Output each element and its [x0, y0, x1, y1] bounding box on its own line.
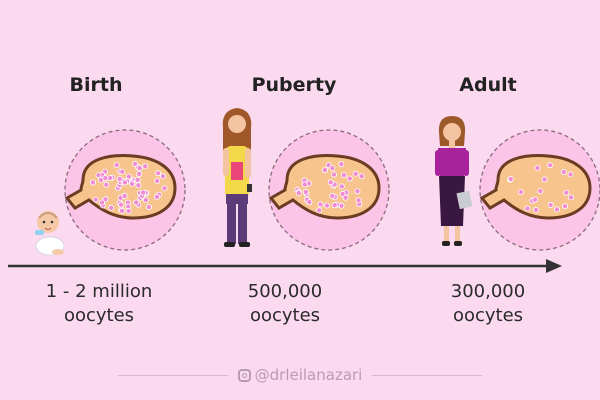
follicle-dot	[95, 172, 102, 179]
follicle-dot	[321, 167, 328, 174]
follicle-dot	[119, 207, 125, 214]
follicle-dot	[338, 161, 345, 168]
follicle-dot	[142, 163, 149, 170]
follicle-dot	[329, 193, 336, 199]
follicle-dot	[346, 175, 353, 182]
count-unit: oocytes	[452, 305, 524, 326]
follicle-dot	[103, 181, 110, 188]
follicle-dot	[340, 172, 347, 179]
follicle-dot	[316, 207, 323, 214]
follicle-dot	[355, 197, 362, 204]
follicle-dot	[537, 188, 544, 195]
follicle-dot	[507, 176, 514, 183]
follicle-dot	[517, 189, 524, 196]
baby-figure	[35, 211, 65, 256]
follicle-dot	[116, 175, 123, 182]
follicle-dot	[136, 165, 143, 172]
follicle-dot	[122, 179, 128, 186]
ovary-adult	[479, 154, 592, 220]
count-value: 300,000	[450, 281, 526, 302]
count-value: 500,000	[247, 281, 323, 302]
ovary-body	[268, 154, 381, 220]
follicle-dot	[358, 173, 365, 180]
count-value: 1 - 2 million	[45, 281, 153, 302]
follicle-dot	[154, 177, 161, 184]
adult-woman-figure	[435, 116, 473, 246]
follicle-dot	[113, 162, 120, 169]
follicle-dot	[302, 188, 309, 195]
follicle-dot	[145, 203, 152, 210]
follicle-dot	[121, 192, 128, 199]
follicle-dot	[306, 199, 313, 206]
follicle-dot	[108, 204, 115, 211]
count-unit: oocytes	[63, 305, 135, 326]
follicle-dot	[139, 189, 146, 196]
follicle-dot	[317, 201, 324, 208]
timeline-arrowhead	[546, 259, 562, 273]
follicle-dot	[134, 176, 141, 183]
follicle-dot	[92, 196, 99, 203]
follicle-dot	[532, 196, 539, 203]
oocyte-count-puberty: 500,000 oocytes	[195, 280, 375, 328]
follicle-dot	[295, 189, 302, 196]
stage-title-birth: Birth	[69, 74, 123, 96]
follicle-dot	[541, 176, 548, 183]
ovary-puberty	[268, 154, 381, 220]
count-unit: oocytes	[249, 305, 321, 326]
follicle-dot	[102, 175, 109, 182]
follicle-dot	[323, 202, 330, 209]
follicle-dot	[125, 207, 132, 214]
follicle-dot	[560, 168, 567, 175]
follicle-dot	[119, 168, 126, 175]
stage-title-adult: Adult	[459, 74, 517, 96]
follicle-dot	[568, 194, 575, 201]
follicle-dot	[118, 201, 125, 208]
follicle-dot	[153, 193, 160, 200]
follicle-dot	[89, 179, 96, 186]
follicle-dot	[129, 180, 136, 187]
follicle-dot	[547, 162, 554, 169]
follicle-dot	[301, 181, 308, 188]
follicle-dot	[161, 185, 168, 192]
oocyte-count-adult: 300,000 oocytes	[398, 280, 578, 328]
follicle-dot	[135, 182, 142, 189]
follicle-dot	[534, 164, 541, 171]
follicle-dot	[339, 190, 346, 197]
follicle-dot	[524, 205, 531, 212]
divider	[372, 375, 483, 376]
follicle-dot	[160, 173, 167, 180]
follicle-dot	[533, 206, 540, 213]
follicle-dot	[329, 165, 336, 172]
follicle-dot	[354, 188, 361, 195]
follicle-dot	[331, 202, 338, 209]
follicle-dot	[327, 179, 334, 186]
follicle-dot	[136, 170, 143, 177]
oocyte-count-birth: 1 - 2 million oocytes	[9, 280, 189, 328]
ovary-birth	[64, 154, 177, 220]
stage-title-puberty: Puberty	[251, 74, 337, 96]
follicle-dot	[133, 199, 140, 206]
follicle-dot	[155, 170, 162, 177]
follicle-dot	[99, 199, 106, 206]
follicle-dot	[562, 203, 569, 210]
follicle-dot	[352, 170, 359, 177]
follicle-dot	[567, 171, 574, 178]
teen-girl-figure	[222, 108, 252, 247]
divider	[117, 375, 228, 376]
follicle-dot	[563, 189, 570, 196]
watermark: @drleilanazari	[0, 366, 600, 384]
watermark-handle: @drleilanazari	[254, 366, 363, 384]
follicle-dot	[547, 201, 554, 208]
follicle-dot	[338, 183, 345, 190]
follicle-dot	[331, 171, 337, 178]
follicle-dot	[553, 206, 560, 213]
follicle-dot	[142, 197, 149, 204]
instagram-icon	[237, 369, 251, 382]
